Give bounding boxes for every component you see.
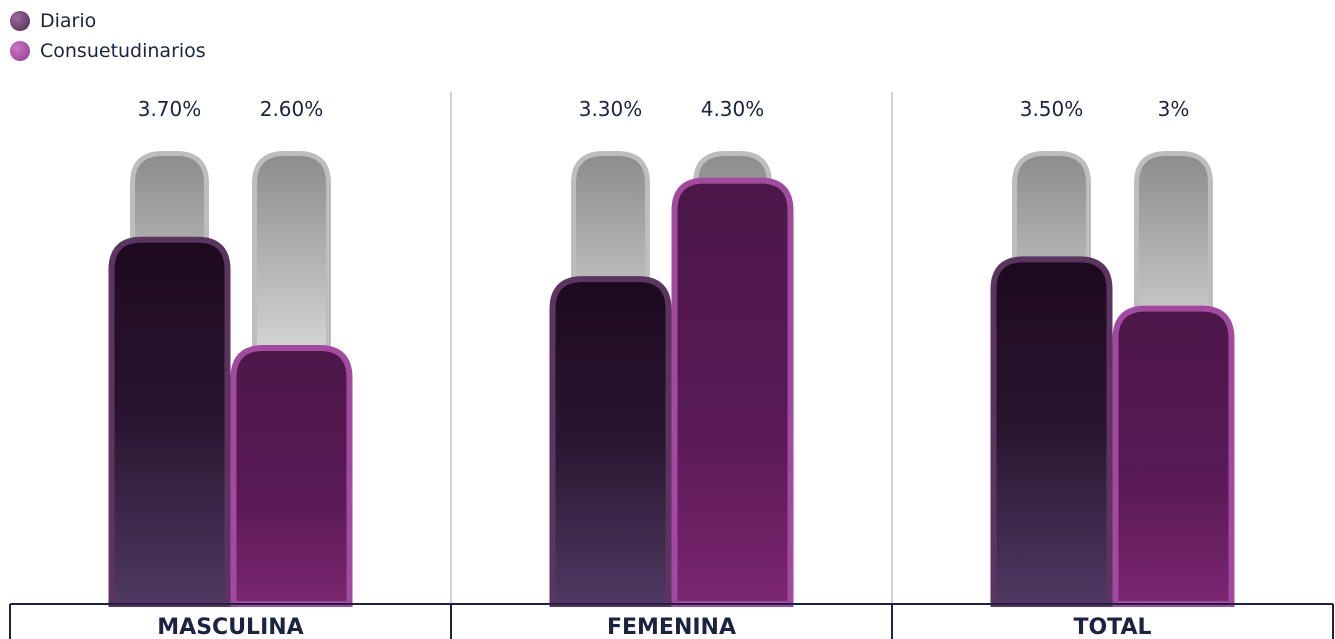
x-tick-label-femenina: FEMENINA — [607, 615, 736, 639]
x-tick-label-masculina: MASCULINA — [157, 615, 303, 639]
x-tick-label-total: TOTAL — [1073, 615, 1151, 639]
bar-total-consuetudinarios[interactable] — [1116, 309, 1232, 604]
data-label-total-diario: 3.50% — [1020, 97, 1084, 121]
bar-femenina-consuetudinarios[interactable] — [675, 181, 791, 604]
bar-masculina-diario[interactable] — [112, 240, 228, 604]
bar-masculina-consuetudinarios[interactable] — [234, 348, 350, 604]
data-label-masculina-consuetudinarios: 2.60% — [260, 97, 324, 121]
bar-femenina-diario[interactable] — [553, 279, 669, 604]
data-label-total-consuetudinarios: 3% — [1158, 97, 1190, 121]
bar-total-diario[interactable] — [994, 259, 1110, 604]
data-label-masculina-diario: 3.70% — [138, 97, 202, 121]
data-label-femenina-consuetudinarios: 4.30% — [701, 97, 765, 121]
data-label-femenina-diario: 3.30% — [579, 97, 643, 121]
